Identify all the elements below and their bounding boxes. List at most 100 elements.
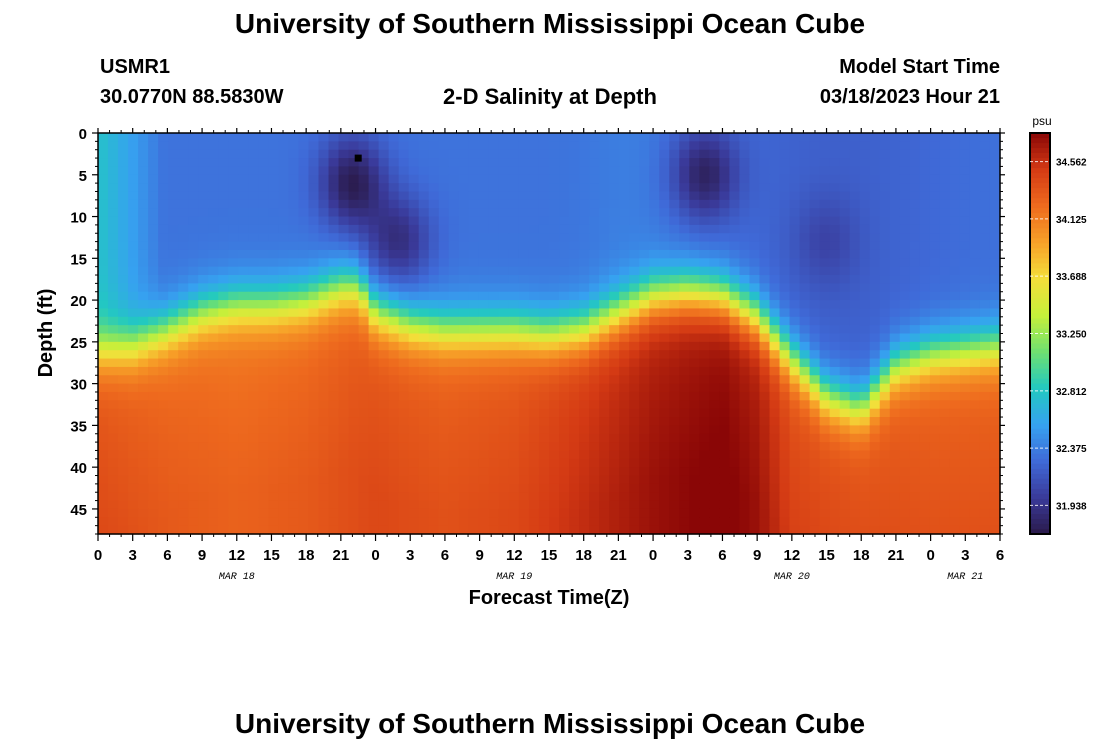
heatmap-cell bbox=[939, 492, 951, 502]
heatmap-cell bbox=[208, 275, 219, 284]
heatmap-cell bbox=[158, 316, 169, 326]
heatmap-cell bbox=[368, 258, 380, 268]
heatmap-cell bbox=[929, 391, 941, 401]
heatmap-cell bbox=[238, 408, 249, 418]
heatmap-cell bbox=[388, 249, 400, 259]
heatmap-cell bbox=[579, 425, 590, 435]
heatmap-cell bbox=[488, 141, 500, 151]
heatmap-cell bbox=[689, 492, 700, 502]
heatmap-cell bbox=[849, 450, 861, 460]
heatmap-cell bbox=[939, 216, 951, 226]
heatmap-cell bbox=[528, 183, 540, 193]
heatmap-cell bbox=[168, 275, 179, 284]
heatmap-cell bbox=[338, 258, 350, 268]
heatmap-cell bbox=[528, 458, 540, 468]
heatmap-cell bbox=[969, 467, 981, 477]
heatmap-cell bbox=[258, 258, 269, 268]
heatmap-cell bbox=[699, 316, 710, 326]
heatmap-cell bbox=[168, 383, 179, 393]
heatmap-cell bbox=[378, 266, 390, 276]
heatmap-cell bbox=[699, 241, 710, 251]
heatmap-cell bbox=[138, 141, 149, 151]
heatmap-cell bbox=[398, 249, 410, 259]
heatmap-cell bbox=[689, 316, 700, 326]
heatmap-cell bbox=[238, 333, 249, 343]
heatmap-cell bbox=[949, 308, 961, 318]
heatmap-cell bbox=[929, 158, 941, 168]
heatmap-cell bbox=[278, 199, 290, 209]
heatmap-cell bbox=[468, 191, 480, 201]
heatmap-cell bbox=[208, 300, 219, 310]
heatmap-cell bbox=[398, 308, 410, 318]
heatmap-cell bbox=[518, 275, 530, 284]
heatmap-cell bbox=[969, 408, 981, 418]
heatmap-cell bbox=[859, 517, 871, 527]
heatmap-cell bbox=[609, 417, 620, 426]
heatmap-cell bbox=[238, 291, 249, 301]
heatmap-cell bbox=[468, 249, 480, 259]
heatmap-cell bbox=[819, 400, 831, 410]
heatmap-cell bbox=[388, 500, 400, 510]
heatmap-cell bbox=[268, 183, 279, 193]
heatmap-cell bbox=[869, 325, 881, 335]
heatmap-cell bbox=[889, 508, 901, 518]
heatmap-cell bbox=[769, 174, 781, 184]
heatmap-cell bbox=[498, 450, 510, 460]
heatmap-cell bbox=[228, 333, 239, 343]
heatmap-cell bbox=[639, 425, 650, 435]
heatmap-cell bbox=[138, 508, 149, 518]
heatmap-cell bbox=[549, 258, 560, 268]
heatmap-cell bbox=[809, 266, 821, 276]
heatmap-cell bbox=[619, 442, 630, 452]
heatmap-cell bbox=[478, 149, 490, 159]
heatmap-cell bbox=[408, 149, 420, 159]
heatmap-cell bbox=[448, 508, 460, 518]
heatmap-cell bbox=[488, 500, 500, 510]
heatmap-cell bbox=[348, 350, 360, 360]
heatmap-cell bbox=[408, 316, 420, 326]
heatmap-cell bbox=[448, 475, 460, 485]
heatmap-cell bbox=[488, 366, 500, 376]
heatmap-cell bbox=[148, 191, 159, 201]
heatmap-cell bbox=[398, 375, 410, 385]
heatmap-cell bbox=[278, 408, 290, 418]
heatmap-cell bbox=[659, 300, 670, 310]
heatmap-cell bbox=[258, 508, 269, 518]
heatmap-cell bbox=[408, 199, 420, 209]
heatmap-cell bbox=[398, 183, 410, 193]
heatmap-cell bbox=[969, 341, 981, 351]
heatmap-cell bbox=[318, 500, 330, 510]
heatmap-cell bbox=[108, 149, 119, 159]
heatmap-cell bbox=[729, 208, 741, 218]
heatmap-cell bbox=[418, 158, 430, 168]
heatmap-cell bbox=[258, 174, 269, 184]
heatmap-cell bbox=[739, 149, 751, 159]
heatmap-cell bbox=[719, 233, 730, 243]
heatmap-cell bbox=[248, 291, 259, 301]
heatmap-cell bbox=[979, 383, 991, 393]
heatmap-cell bbox=[318, 266, 330, 276]
heatmap-cell bbox=[498, 199, 510, 209]
heatmap-cell bbox=[779, 508, 791, 518]
heatmap-cell bbox=[488, 458, 500, 468]
heatmap-cell bbox=[458, 325, 470, 335]
heatmap-cell bbox=[799, 183, 811, 193]
heatmap-cell bbox=[899, 191, 911, 201]
heatmap-cell bbox=[939, 350, 951, 360]
colorbar-band bbox=[1030, 253, 1050, 259]
heatmap-cell bbox=[949, 275, 961, 284]
heatmap-cell bbox=[709, 350, 720, 360]
heatmap-cell bbox=[118, 375, 129, 385]
heatmap-cell bbox=[238, 350, 249, 360]
heatmap-cell bbox=[178, 249, 189, 259]
heatmap-cell bbox=[508, 417, 520, 426]
heatmap-cell bbox=[198, 517, 209, 527]
heatmap-cell bbox=[108, 183, 119, 193]
y-tick-label: 15 bbox=[70, 251, 87, 268]
heatmap-cell bbox=[619, 199, 630, 209]
heatmap-cell bbox=[208, 283, 219, 293]
heatmap-cell bbox=[98, 375, 109, 385]
heatmap-cell bbox=[488, 316, 500, 326]
heatmap-cell bbox=[909, 475, 921, 485]
heatmap-cell bbox=[318, 391, 330, 401]
